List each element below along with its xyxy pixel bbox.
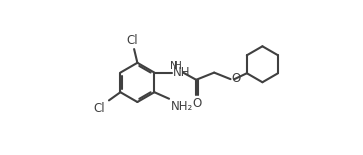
Text: H: H — [174, 61, 182, 71]
Text: Cl: Cl — [127, 34, 138, 47]
Text: O: O — [192, 97, 202, 110]
Text: O: O — [232, 72, 241, 85]
Text: Cl: Cl — [93, 102, 105, 115]
Text: N: N — [170, 61, 178, 71]
Text: NH: NH — [173, 66, 191, 79]
Text: NH₂: NH₂ — [170, 100, 193, 113]
